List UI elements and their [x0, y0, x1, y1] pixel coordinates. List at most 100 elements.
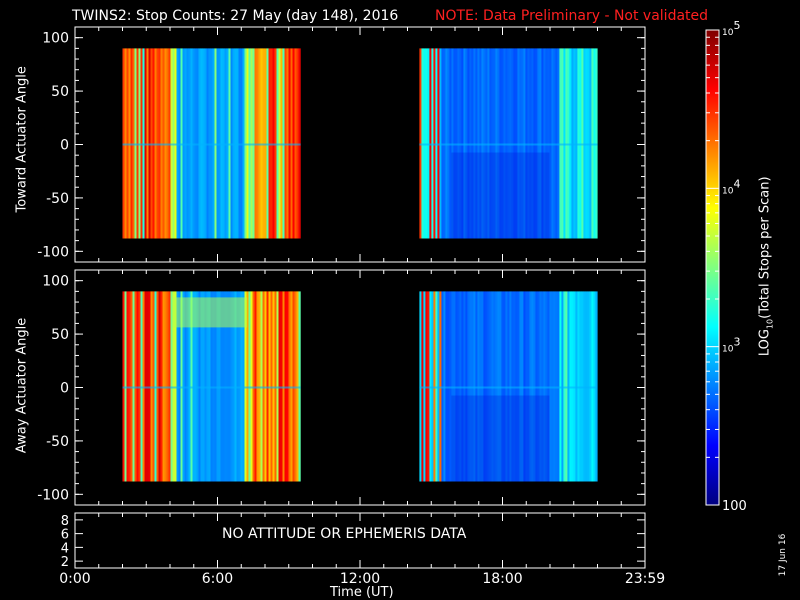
- heatmap-column: [156, 48, 159, 239]
- heatmap-column: [495, 48, 498, 239]
- heatmap-column: [523, 48, 526, 239]
- heatmap-column: [515, 291, 518, 482]
- heatmap-column: [493, 291, 496, 482]
- heatmap-column: [296, 48, 299, 239]
- heatmap-column: [461, 291, 464, 482]
- heatmap-column: [473, 48, 476, 239]
- x-tick-label: 0:00: [59, 571, 90, 587]
- heatmap-column: [485, 291, 488, 482]
- colorbar-tick-label: 103: [722, 336, 740, 355]
- heatmap-column: [126, 291, 129, 482]
- heatmap-column: [280, 48, 283, 239]
- y-tick-label: -100: [37, 244, 69, 260]
- heatmap-column: [459, 291, 462, 482]
- heatmap-column: [264, 291, 267, 482]
- heatmap-column: [140, 48, 143, 239]
- heatmap-column: [136, 48, 139, 239]
- heatmap-column: [553, 291, 556, 482]
- heatmap-column: [437, 291, 440, 482]
- heatmap-column: [589, 291, 592, 482]
- heatmap-column: [262, 291, 265, 482]
- heatmap-column: [166, 48, 169, 239]
- heatmap-column: [425, 48, 428, 239]
- heatmap-column: [547, 48, 550, 239]
- heatmap-column: [294, 48, 297, 239]
- heatmap-column: [156, 291, 159, 482]
- heatmap-column: [144, 291, 147, 482]
- heatmap-column: [150, 48, 153, 239]
- heatmap-column: [429, 48, 432, 239]
- heatmap-column: [479, 291, 482, 482]
- heatmap-column: [196, 48, 199, 239]
- heatmap-column: [595, 291, 598, 482]
- heatmap-column: [551, 291, 554, 482]
- heatmap-column: [419, 291, 422, 482]
- heatmap-column: [138, 291, 141, 482]
- heatmap-column: [465, 48, 468, 239]
- heatmap-column: [220, 291, 223, 482]
- heatmap-column: [228, 291, 231, 482]
- heatmap-column: [266, 291, 269, 482]
- zero-angle-line: [419, 386, 598, 389]
- heatmap-column: [583, 48, 586, 239]
- heatmap-column: [200, 48, 203, 239]
- preliminary-note: NOTE: Data Preliminary - Not validated: [435, 8, 709, 24]
- heatmap-column: [463, 291, 466, 482]
- heatmap-column: [471, 48, 474, 239]
- heatmap-column: [274, 291, 277, 482]
- heatmap-column: [447, 48, 450, 239]
- heatmap-column: [216, 291, 219, 482]
- heatmap-column: [284, 48, 287, 239]
- heatmap-column: [503, 291, 506, 482]
- heatmap-column: [172, 291, 175, 482]
- heatmap-column: [521, 291, 524, 482]
- heatmap-column: [214, 48, 217, 239]
- heatmap-column: [591, 48, 594, 239]
- heatmap-column: [154, 291, 157, 482]
- heatmap-column: [268, 291, 271, 482]
- heatmap-column: [282, 291, 285, 482]
- heatmap-column: [549, 291, 552, 482]
- heatmap-column: [591, 291, 594, 482]
- heatmap-column: [232, 48, 235, 239]
- heatmap-column: [487, 48, 490, 239]
- heatmap-column: [427, 291, 430, 482]
- heatmap-column: [463, 48, 466, 239]
- heatmap-column: [557, 48, 560, 239]
- heatmap-column: [465, 291, 468, 482]
- heatmap-column: [140, 291, 143, 482]
- heatmap-column: [475, 291, 478, 482]
- heatmap-column: [248, 291, 251, 482]
- heatmap-column: [457, 291, 460, 482]
- heatmap-column: [449, 48, 452, 239]
- heatmap-column: [433, 48, 436, 239]
- heatmap-column: [176, 291, 179, 482]
- heatmap-column: [563, 291, 566, 482]
- heatmap-column: [435, 291, 438, 482]
- date-stamp: 17 Jun 16: [778, 533, 788, 577]
- y-tick-label: 100: [42, 274, 69, 290]
- y-tick-label: 0: [60, 138, 69, 154]
- heatmap-column: [164, 291, 167, 482]
- heatmap-column: [421, 48, 424, 239]
- heatmap-column: [437, 48, 440, 239]
- heatmap-column: [212, 291, 215, 482]
- heatmap-column: [429, 291, 432, 482]
- heatmap-column: [286, 291, 289, 482]
- heatmap-column: [515, 48, 518, 239]
- heatmap-column: [493, 48, 496, 239]
- heatmap-column: [132, 291, 135, 482]
- heatmap-column: [188, 48, 191, 239]
- heatmap-column: [214, 291, 217, 482]
- heatmap-column: [479, 48, 482, 239]
- heatmap-column: [226, 291, 229, 482]
- heatmap-column: [158, 48, 161, 239]
- ylabel-top: Toward Actuator Angle: [14, 66, 30, 213]
- colorbar-tick-label: 104: [722, 177, 740, 196]
- heatmap-column: [166, 291, 169, 482]
- heatmap-column: [541, 291, 544, 482]
- colorbar-tick-label: 100: [722, 499, 747, 514]
- heatmap-column: [206, 291, 209, 482]
- heatmap-column: [148, 48, 151, 239]
- heatmap-column: [224, 291, 227, 482]
